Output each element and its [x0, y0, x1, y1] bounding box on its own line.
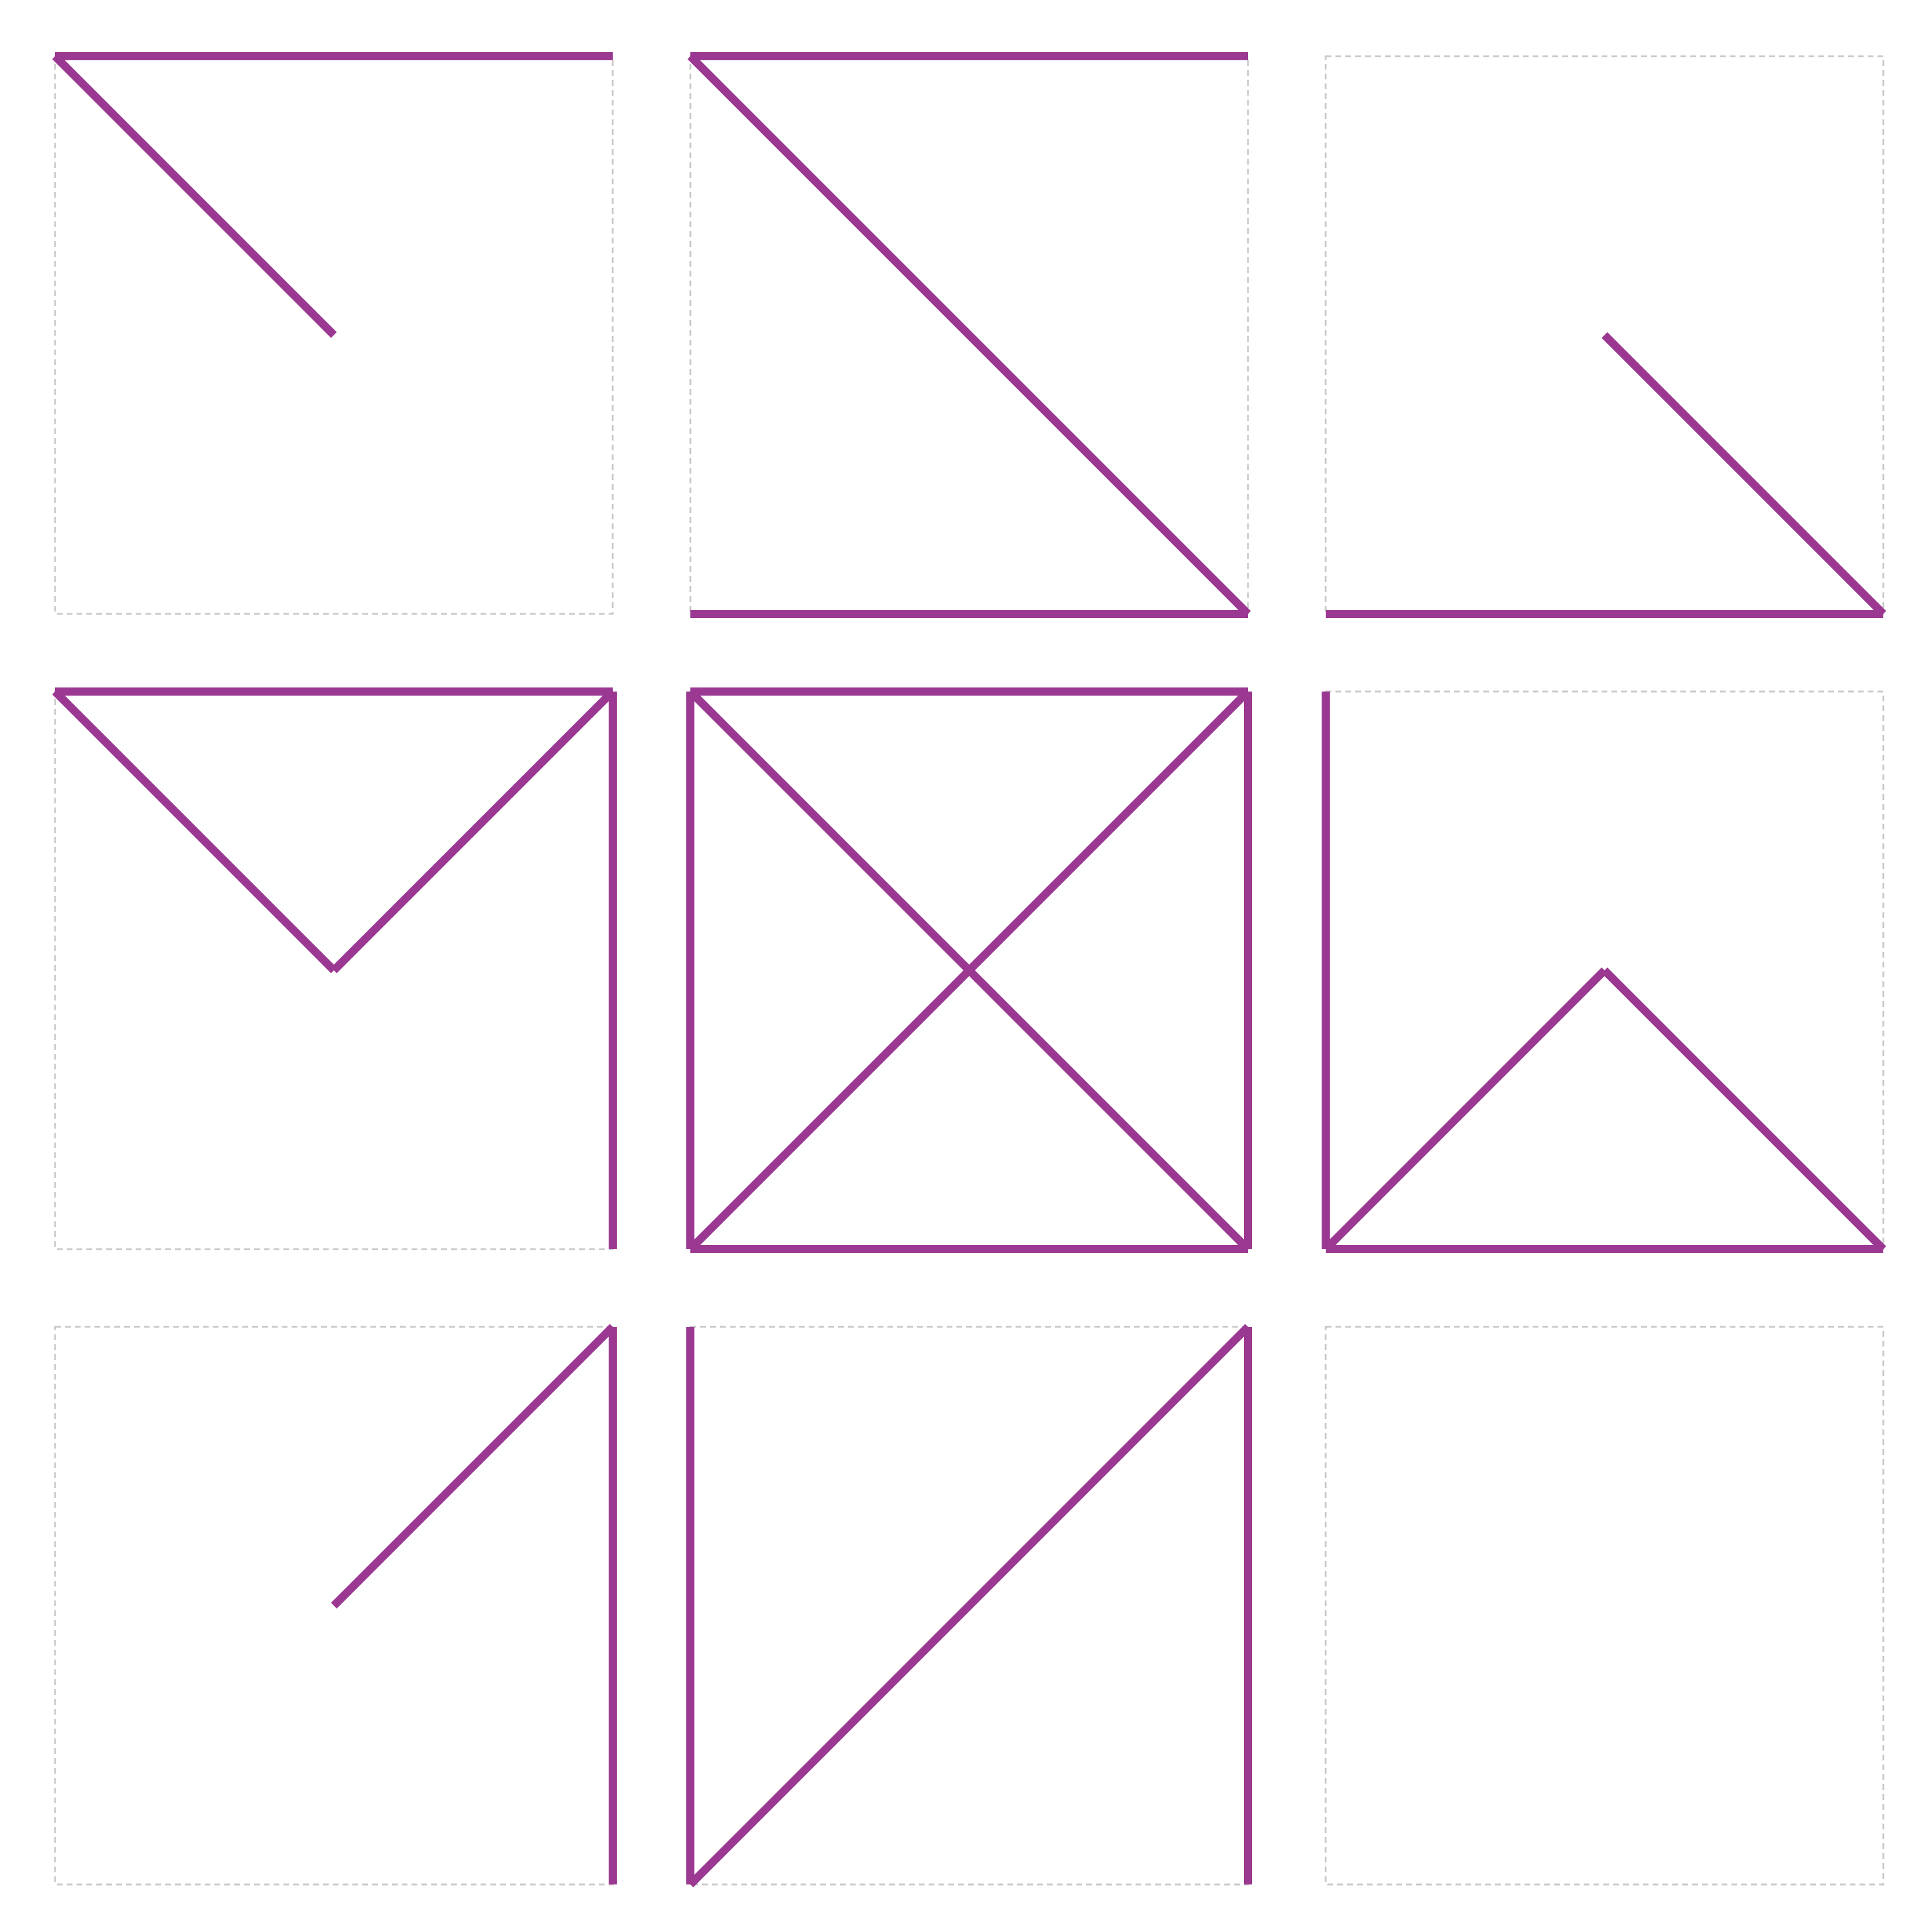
segment-diag-bottom-left-to-center [1323, 967, 1607, 1252]
tile-frame [1325, 1326, 1884, 1886]
segment-diag-center-to-bottom-right [1602, 967, 1886, 1252]
tile-r3-c1 [54, 1324, 617, 1886]
segment-diag-center-to-top-right [331, 1324, 616, 1609]
segment-diag-bottom-left-to-top-right [687, 1324, 1251, 1887]
segment-diag-top-right-to-bottom-left [687, 689, 1251, 1252]
tile-r2-c2 [686, 687, 1252, 1253]
tile-r3-c3 [1325, 1326, 1884, 1886]
tile-r1-c2 [687, 52, 1251, 618]
segment-diag-top-left-to-center [52, 689, 337, 973]
tile-frame [54, 1326, 614, 1886]
tile-r1-c1 [52, 52, 614, 615]
segment-diag-top-left-to-bottom-right [687, 53, 1251, 617]
segment-diag-top-left-to-center [52, 53, 337, 338]
tile-r2-c3 [1322, 690, 1886, 1253]
tile-r1-c3 [1325, 55, 1886, 618]
tile-r3-c2 [686, 1324, 1252, 1887]
segment-diag-top-right-to-center [331, 689, 616, 973]
tile-r2-c1 [52, 687, 617, 1250]
segment-diag-center-to-bottom-right [1602, 332, 1886, 617]
tiles-layer [52, 52, 1886, 1887]
